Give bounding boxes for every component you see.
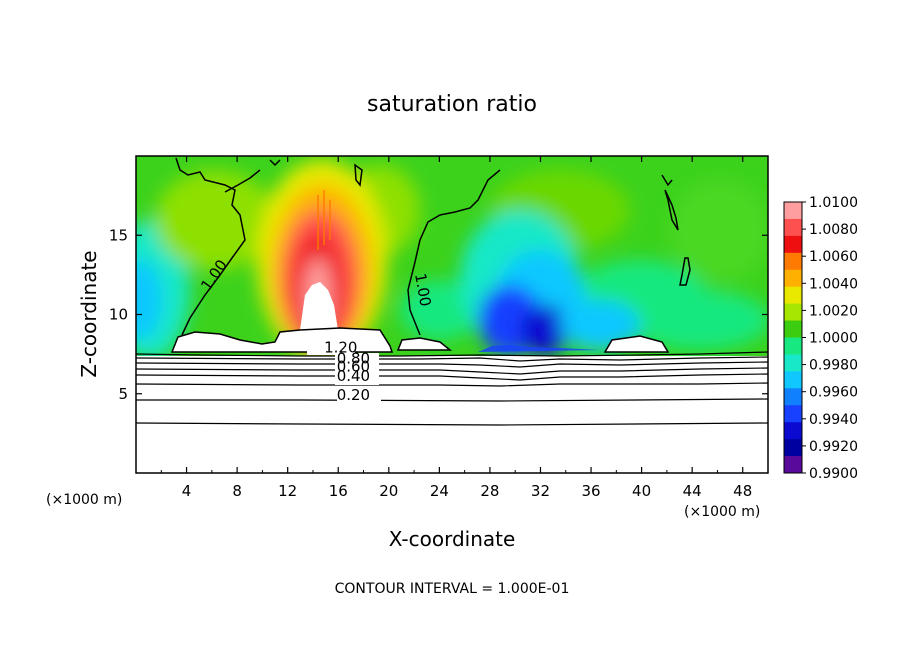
colorbar-label: 1.0060 bbox=[809, 249, 858, 265]
y-axis-label: Z-coordinate bbox=[77, 250, 101, 377]
colorbar-label: 0.9960 bbox=[809, 385, 858, 401]
colorbar-swatch bbox=[784, 439, 802, 457]
colorbar-swatch bbox=[784, 405, 802, 423]
colorbar-swatch bbox=[784, 269, 802, 288]
x-tick-label: 8 bbox=[232, 482, 242, 500]
contour-label: 0.80 bbox=[337, 350, 370, 368]
x-axis-ticks: 4 8 12 16 20 24 28 32 36 40 44 48 bbox=[160, 156, 752, 500]
x-tick-label: 28 bbox=[480, 482, 499, 500]
lower-layer bbox=[136, 356, 768, 473]
plume-core bbox=[300, 282, 338, 330]
colorbar-swatch bbox=[784, 388, 802, 406]
plume-streaks bbox=[317, 190, 331, 250]
y-tick-label: 5 bbox=[118, 385, 128, 403]
colorbar-swatch bbox=[784, 371, 802, 389]
colorbar-label: 1.0040 bbox=[809, 276, 858, 292]
y-axis-ticks: 5 10 15 bbox=[109, 226, 768, 403]
contour-lines-1.00 bbox=[175, 157, 691, 336]
contour-label-backgrounds bbox=[307, 341, 381, 407]
colorbar-swatch bbox=[784, 320, 802, 338]
plot-area: 1.200.800.600.400.201.00 1.00 bbox=[136, 156, 768, 473]
colorbar-label: 0.9940 bbox=[809, 412, 858, 428]
colorbar-swatch bbox=[784, 202, 802, 220]
x-unit-left: (×1000 m) bbox=[46, 492, 122, 508]
colorbar-label: 1.0000 bbox=[809, 331, 858, 347]
y-tick-label: 10 bbox=[109, 306, 128, 324]
colorbar-swatch bbox=[784, 252, 802, 271]
contour-label: 1.20 bbox=[324, 339, 357, 357]
colorbar-label: 1.0100 bbox=[809, 195, 858, 211]
colorbar-label: 1.0020 bbox=[809, 303, 858, 319]
x-tick-label: 24 bbox=[430, 482, 449, 500]
y-tick-label: 15 bbox=[109, 226, 128, 244]
colorbar-swatch bbox=[784, 422, 802, 440]
colorbar-label: 0.9920 bbox=[809, 439, 858, 455]
colorbar-label: 1.0080 bbox=[809, 222, 858, 238]
field-texture bbox=[136, 160, 768, 360]
x-tick-label: 20 bbox=[379, 482, 398, 500]
x-tick-label: 16 bbox=[329, 482, 348, 500]
colorbar-swatch bbox=[784, 337, 802, 355]
colorbar-swatch bbox=[784, 286, 802, 305]
x-tick-label: 4 bbox=[182, 482, 192, 500]
colorbar: 1.0100 1.0080 1.0060 1.0040 1.0020 1.0000 0.99… bbox=[783, 195, 858, 482]
chart-title: saturation ratio bbox=[367, 92, 537, 117]
contour-label: 1.00 bbox=[411, 272, 435, 308]
colorbar-swatch bbox=[784, 235, 802, 254]
contour-label: 0.60 bbox=[337, 358, 370, 376]
x-tick-label: 44 bbox=[683, 482, 702, 500]
x-tick-label: 12 bbox=[278, 482, 297, 500]
colorbar-swatch bbox=[784, 303, 802, 322]
contour-label: 0.20 bbox=[337, 386, 370, 404]
x-tick-label: 40 bbox=[632, 482, 651, 500]
colorbar-swatch bbox=[784, 354, 802, 372]
colorbar-swatch bbox=[784, 218, 802, 237]
contour-label: 0.40 bbox=[337, 367, 370, 385]
x-unit-right: (×1000 m) bbox=[684, 504, 760, 520]
colorbar-label: 0.9980 bbox=[809, 358, 858, 374]
contour-interval-footer: CONTOUR INTERVAL = 1.000E-01 bbox=[335, 581, 570, 597]
x-tick-label: 48 bbox=[733, 482, 752, 500]
x-axis-label: X-coordinate bbox=[389, 527, 516, 551]
x-tick-label: 32 bbox=[531, 482, 550, 500]
x-tick-label: 36 bbox=[581, 482, 600, 500]
colorbar-swatch bbox=[784, 456, 802, 474]
colorbar-label: 0.9900 bbox=[809, 466, 858, 482]
